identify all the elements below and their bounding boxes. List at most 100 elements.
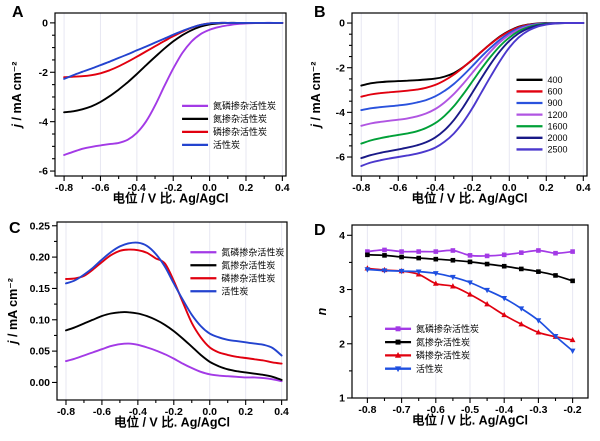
legend-label: 2500 <box>548 145 568 155</box>
tick-labels: -0.8 -0.6 -0.4 -0.2 0.0 0.2 0.4 0 -2 -4 -6 <box>336 18 591 194</box>
marker-triangle-down <box>501 296 508 302</box>
svg-text:-0.3: -0.3 <box>529 404 547 416</box>
marker-triangle-up <box>484 301 490 307</box>
marker-triangle-down <box>552 334 559 340</box>
chart-C-canvas: -0.8 -0.6 -0.4 -0.2 0.0 0.2 0.4 0.00 0.05 0.10 0.1… <box>0 205 300 441</box>
svg-text:0.0: 0.0 <box>202 182 217 194</box>
legend-label: 磷掺杂活性炭 <box>213 126 267 137</box>
svg-text:1: 1 <box>339 393 345 405</box>
svg-text:-0.8: -0.8 <box>352 182 370 194</box>
chart-A-canvas: -0.8 -0.6 -0.4 -0.2 0.0 0.2 0.4 0 -2 -4 -6 电位 / V 比… <box>0 0 300 206</box>
legend-label: 活性炭 <box>213 139 240 150</box>
svg-text:-4: -4 <box>336 107 345 119</box>
panel-label-D: D <box>314 222 326 239</box>
marker-square <box>553 250 558 256</box>
series-line-1 <box>65 311 283 381</box>
svg-text:-0.6: -0.6 <box>389 182 407 194</box>
gridlines <box>65 222 283 400</box>
tick-labels: -0.8 -0.6 -0.4 -0.2 0.0 0.2 0.4 0 -2 -4 -6 <box>39 17 290 194</box>
marker-triangle-down <box>364 267 371 273</box>
svg-text:0.4: 0.4 <box>274 406 289 418</box>
chart-B-canvas: -0.8 -0.6 -0.4 -0.2 0.0 0.2 0.4 0 -2 -4 -6 电位 / V 比… <box>300 0 600 206</box>
legend-label: 600 <box>548 87 563 97</box>
axis-ticks <box>347 22 584 181</box>
svg-text:-6: -6 <box>336 152 345 164</box>
marker-square <box>416 249 421 254</box>
series-group <box>63 21 284 156</box>
marker-square <box>399 249 404 254</box>
svg-text:0.05: 0.05 <box>30 346 51 358</box>
marker-square <box>450 248 456 253</box>
svg-text:0.0: 0.0 <box>502 182 517 194</box>
x-axis-label: 电位 / V 比. Ag/AgCl <box>114 415 230 430</box>
axis-ticks <box>347 234 574 403</box>
x-axis-label: 电位 / V 比. Ag/AgCl <box>412 413 528 428</box>
marker-triangle-down <box>381 268 388 274</box>
svg-text:0: 0 <box>42 17 48 29</box>
marker-triangle-down <box>518 306 525 312</box>
legend-label: 活性炭 <box>221 285 248 296</box>
marker-square <box>395 326 401 332</box>
panel-label-A: A <box>12 4 24 21</box>
svg-text:-0.2: -0.2 <box>164 182 182 194</box>
legend-label: 2000 <box>548 133 568 143</box>
svg-text:3: 3 <box>339 284 345 296</box>
legend-label: 氮磷掺杂活性炭 <box>416 323 479 334</box>
marker-square <box>365 249 370 254</box>
chart-C-svg: -0.8 -0.6 -0.4 -0.2 0.0 0.2 0.4 0.00 0.05 0.10 0.1… <box>6 220 289 430</box>
marker-triangle-up <box>467 291 473 297</box>
marker-square <box>570 278 575 284</box>
svg-text:-0.2: -0.2 <box>463 182 481 194</box>
axis-frame <box>54 12 287 177</box>
svg-text:0.4: 0.4 <box>275 182 290 194</box>
panel-B: B -0.8 -0.6 -0.4 -0.2 0.0 0.2 0.4 0 -2 -4 -6 电位 / V… <box>300 0 600 206</box>
axis-frame <box>351 12 588 177</box>
svg-text:-0.4: -0.4 <box>128 182 146 194</box>
marker-triangle-down <box>398 268 405 275</box>
axis-frame <box>56 221 288 401</box>
marker-square <box>536 248 541 253</box>
svg-text:-4: -4 <box>39 116 48 128</box>
y-axis-label: n <box>315 307 329 315</box>
svg-text:-0.6: -0.6 <box>93 406 111 418</box>
svg-text:-0.7: -0.7 <box>393 404 411 416</box>
tick-labels: -0.8 -0.7 -0.6 -0.5 -0.4 -0.3 -0.2 1 2 3 4 <box>339 230 582 416</box>
marker-square <box>501 263 507 269</box>
legend-label: 400 <box>548 75 563 85</box>
svg-text:-2: -2 <box>336 62 345 74</box>
svg-text:-0.8: -0.8 <box>55 182 73 194</box>
marker-square <box>536 269 541 274</box>
svg-text:0.20: 0.20 <box>30 252 51 264</box>
marker-square <box>382 247 387 253</box>
x-axis-label: 电位 / V 比. Ag/AgCl <box>113 191 229 206</box>
svg-text:0.2: 0.2 <box>539 182 554 194</box>
legend-label: 氮磷掺杂活性炭 <box>213 100 276 111</box>
marker-triangle-up <box>569 336 576 343</box>
axis-ticks <box>50 22 283 181</box>
legend-label: 氮掺杂活性炭 <box>416 336 470 347</box>
marker-square <box>399 254 404 260</box>
marker-square <box>484 253 490 259</box>
chart-D-svg: -0.8 -0.7 -0.6 -0.5 -0.4 -0.3 -0.2 1 2 3 4 电位 / V 比… <box>315 224 589 428</box>
marker-triangle-down <box>415 269 422 275</box>
svg-text:0.25: 0.25 <box>30 220 51 232</box>
panel-D: D -0.8 -0.7 -0.6 -0.5 -0.4 -0.3 -0.2 1 2 3 4 电位 / V… <box>300 205 600 441</box>
axis-ticks <box>52 225 283 405</box>
svg-text:0.00: 0.00 <box>30 377 51 389</box>
svg-text:0.2: 0.2 <box>238 406 253 418</box>
svg-text:0: 0 <box>339 18 345 30</box>
marker-square <box>484 261 490 267</box>
marker-square <box>467 253 473 258</box>
chart-A-svg: -0.8 -0.6 -0.4 -0.2 0.0 0.2 0.4 0 -2 -4 -6 电位 / V 比… <box>10 12 290 206</box>
svg-text:-2: -2 <box>39 67 48 79</box>
series-group <box>364 247 576 354</box>
marker-triangle-down <box>484 287 490 294</box>
svg-text:-0.4: -0.4 <box>129 406 147 418</box>
marker-triangle-up <box>535 329 542 335</box>
marker-triangle-down <box>569 348 576 354</box>
svg-text:-0.4: -0.4 <box>495 404 513 416</box>
